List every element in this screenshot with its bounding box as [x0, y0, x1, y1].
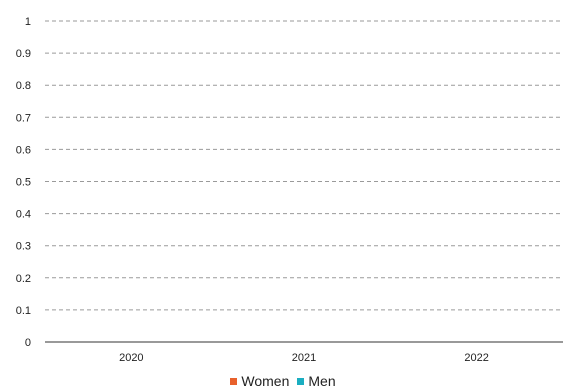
- legend-label-women: Women: [241, 373, 290, 389]
- legend-item-men[interactable]: Men: [297, 373, 336, 389]
- y-tick-label: 0.5: [16, 177, 31, 189]
- y-tick-label: 0: [25, 337, 31, 349]
- x-tick-label-2022: 2022: [464, 352, 488, 364]
- y-tick-label: 0.4: [16, 209, 31, 221]
- x-tick-label-2021: 2021: [292, 352, 316, 364]
- y-tick-label: 0.9: [16, 48, 31, 60]
- legend: Women Men: [0, 373, 566, 389]
- legend-label-men: Men: [308, 373, 336, 389]
- y-tick-label: 0.2: [16, 273, 31, 285]
- y-axis-ticks: 0 0.1 0.2 0.3 0.4 0.5 0.6 0.7 0.8 0.9 1: [16, 16, 31, 349]
- y-tick-label: 0.7: [16, 112, 31, 124]
- y-tick-label: 0.6: [16, 144, 31, 156]
- legend-swatch-women: [230, 377, 238, 385]
- x-axis-ticks: 2020 2021 2022: [119, 352, 489, 364]
- gridlines: [45, 20, 563, 311]
- y-tick-label: 0.1: [16, 305, 31, 317]
- y-tick-label: 0.8: [16, 80, 31, 92]
- y-tick-label: 1: [25, 16, 31, 28]
- y-tick-label: 0.3: [16, 241, 31, 253]
- legend-item-women[interactable]: Women: [230, 373, 289, 389]
- x-tick-label-2020: 2020: [119, 352, 143, 364]
- legend-swatch-men: [297, 377, 305, 385]
